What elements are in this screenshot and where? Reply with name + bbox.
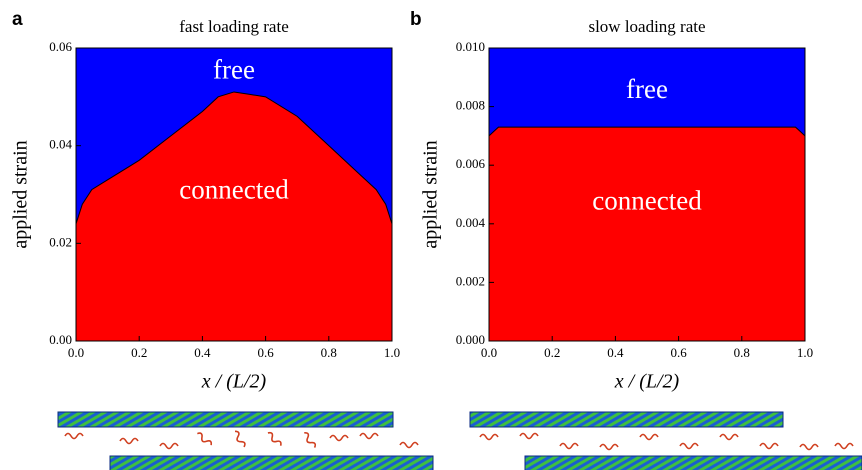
y-tick-label: 0.000 (456, 332, 485, 347)
x-tick-label: 0.2 (544, 345, 560, 360)
x-tick-label: 1.0 (384, 345, 400, 360)
y-tick-label: 0.006 (456, 156, 486, 171)
y-tick-label: 0.00 (49, 332, 72, 347)
region-label: free (213, 55, 255, 85)
chart-title: slow loading rate (588, 17, 705, 36)
panel-label: a (12, 9, 23, 30)
connected-area (489, 127, 805, 341)
x-tick-label: 1.0 (797, 345, 813, 360)
illustration-slow (470, 412, 862, 470)
region-label: free (626, 74, 668, 104)
x-tick-label: 0.0 (481, 345, 497, 360)
y-tick-label: 0.06 (49, 39, 72, 54)
x-tick-label: 0.8 (321, 345, 337, 360)
y-axis-label: applied strain (10, 140, 32, 248)
region-label: connected (179, 174, 289, 204)
x-axis-label: x / (L/2) (201, 371, 267, 393)
illustration-fast (58, 412, 433, 470)
y-tick-label: 0.04 (49, 137, 72, 152)
y-tick-label: 0.004 (456, 215, 486, 230)
region-label: connected (592, 185, 702, 215)
y-tick-label: 0.010 (456, 39, 485, 54)
chart-title: fast loading rate (179, 17, 289, 36)
panel-label: b (410, 9, 422, 30)
figure: 0.0 0.2 0.4 0.6 0.8 1.0 0.00 0.02 0.04 0.06 a fast … (0, 0, 862, 470)
x-tick-label: 0.4 (607, 345, 624, 360)
y-tick-label: 0.002 (456, 273, 485, 288)
x-tick-label: 0.6 (257, 345, 274, 360)
x-axis-label: x / (L/2) (614, 371, 680, 393)
y-tick-label: 0.008 (456, 98, 485, 113)
x-tick-label: 0.8 (734, 345, 750, 360)
y-tick-label: 0.02 (49, 234, 72, 249)
x-tick-label: 0.6 (670, 345, 687, 360)
x-tick-label: 0.0 (68, 345, 84, 360)
x-tick-label: 0.4 (194, 345, 211, 360)
x-tick-label: 0.2 (131, 345, 147, 360)
y-axis-label: applied strain (420, 140, 442, 248)
